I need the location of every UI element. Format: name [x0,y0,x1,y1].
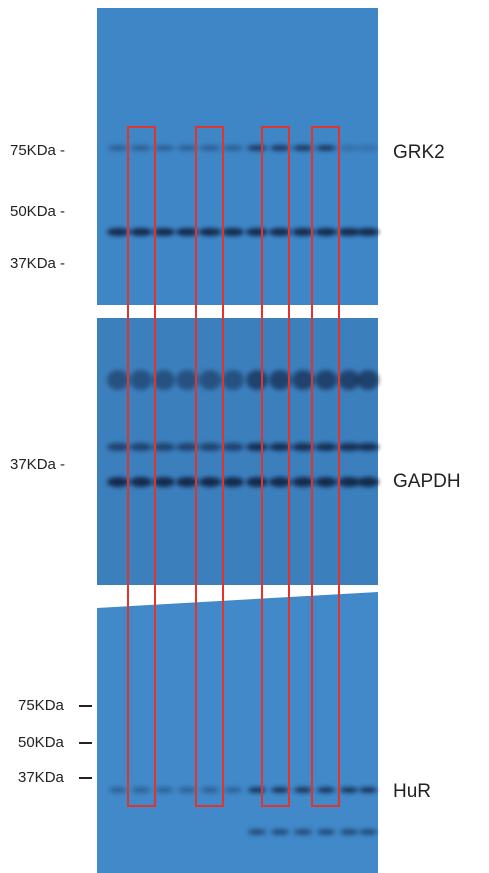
band [222,443,244,451]
band [359,787,377,793]
band [246,228,268,236]
band [358,145,378,151]
membrane-grk2 [97,8,378,305]
band [153,443,175,451]
band [292,370,314,390]
band [178,787,196,793]
band [130,370,152,390]
band [176,477,198,487]
band [315,228,337,236]
band [246,477,268,487]
band [153,370,175,390]
panel-label: GAPDH [393,471,461,492]
band [201,787,219,793]
band [199,370,221,390]
band [294,829,312,835]
band [292,443,314,451]
marker-label: 50KDa - [10,203,65,220]
band [222,370,244,390]
band [246,443,268,451]
band [248,829,266,835]
band [107,477,129,487]
band [317,829,335,835]
band [109,787,127,793]
band [292,477,314,487]
marker-label: 50KDa [18,734,65,751]
band [176,443,198,451]
band [357,370,379,390]
band [154,145,174,151]
band [338,370,360,390]
band [155,787,173,793]
band [269,228,291,236]
band [176,370,198,390]
panel-label: GRK2 [393,142,445,163]
band [338,443,360,451]
band [107,370,129,390]
band [271,829,289,835]
band [339,145,359,151]
band [200,145,220,151]
band [246,370,268,390]
band [199,228,221,236]
band [315,477,337,487]
band [130,228,152,236]
band [357,228,379,236]
band [316,145,336,151]
membrane-hur [97,592,378,873]
marker-label: 37KDa - [10,456,65,473]
marker-label: 75KDa [18,697,65,714]
band [177,145,197,151]
band [132,787,150,793]
band [315,370,337,390]
band [222,228,244,236]
band [222,477,244,487]
band [224,787,242,793]
band [338,228,360,236]
band [293,145,313,151]
band [176,228,198,236]
band [131,145,151,151]
band [199,477,221,487]
panel-label: HuR [393,781,431,802]
band [292,228,314,236]
band [294,787,312,793]
band [108,145,128,151]
band [269,370,291,390]
band [199,443,221,451]
band [315,443,337,451]
band [269,443,291,451]
band [340,787,358,793]
marker-label: 37KDa - [10,255,65,272]
marker-label: 75KDa - [10,142,65,159]
band [270,145,290,151]
band [338,477,360,487]
band [130,477,152,487]
band [317,787,335,793]
band [271,787,289,793]
band [153,228,175,236]
band [357,477,379,487]
marker-label: 37KDa [18,769,65,786]
band [107,228,129,236]
membrane-gapdh [97,318,378,585]
band [247,145,267,151]
band [223,145,243,151]
blot-figure: 75KDa - 50KDa - 37KDa - GRK2 37KDa - GAP… [0,0,489,873]
band [153,477,175,487]
band [357,443,379,451]
band [269,477,291,487]
band [359,829,377,835]
band [107,443,129,451]
band [248,787,266,793]
band [130,443,152,451]
membranes [97,8,378,873]
band [340,829,358,835]
